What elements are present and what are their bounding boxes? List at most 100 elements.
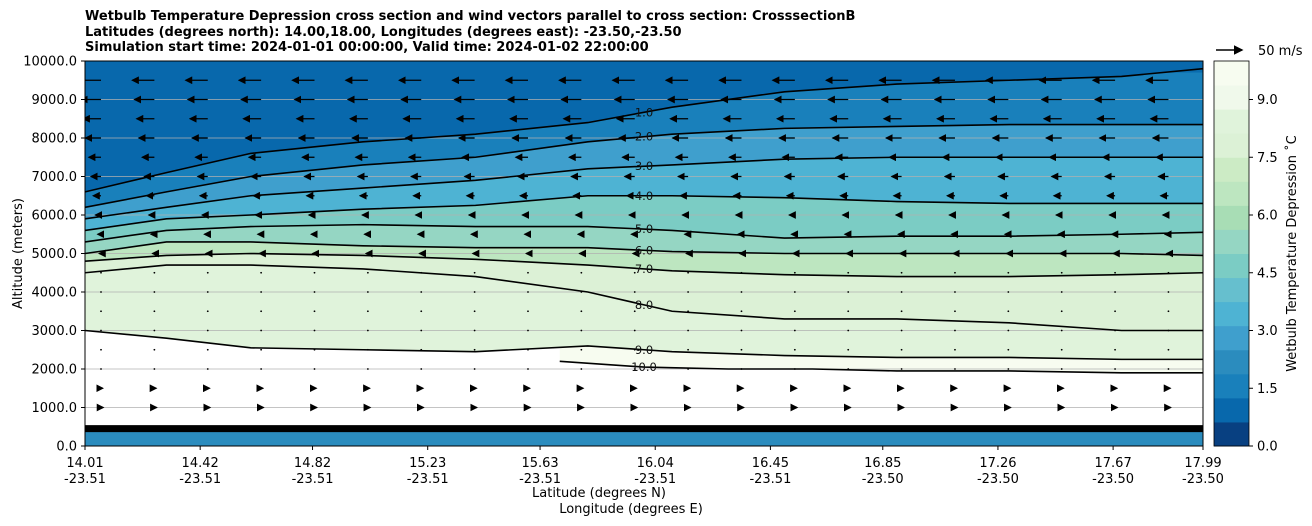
- contour-label: 7.0: [635, 262, 653, 276]
- wind-vector: [1060, 348, 1063, 351]
- title-line-1: Wetbulb Temperature Depression cross sec…: [85, 9, 856, 24]
- wind-vector: [793, 329, 796, 332]
- wind-vector: [847, 310, 850, 313]
- contour-label: 5.0: [635, 222, 653, 236]
- wind-vector: [1167, 291, 1170, 293]
- wind-vector: [687, 368, 690, 370]
- wind-vector: [206, 348, 209, 351]
- wind-vector: [206, 310, 209, 313]
- x-tick-label-lon: -23.51: [179, 472, 221, 487]
- wind-vector: [527, 310, 529, 313]
- x-axis-label-lat: Latitude (degrees N): [532, 486, 666, 501]
- colorbar-segment: [1214, 301, 1249, 327]
- wind-vector: [900, 310, 903, 313]
- wind-vector: [260, 348, 263, 351]
- wind-vector: [954, 271, 956, 274]
- y-tick-label: 3000.0: [32, 324, 78, 339]
- wind-vector: [420, 291, 423, 293]
- wind-vector: [100, 348, 102, 351]
- colorbar-segment: [1214, 205, 1249, 230]
- x-tick-label-lat: 14.01: [66, 456, 103, 471]
- wind-vector: [1007, 310, 1010, 313]
- wind-vector: [313, 291, 316, 293]
- wind-vector: [313, 310, 316, 313]
- wind-vector: [1114, 368, 1116, 370]
- x-tick-label-lon: -23.51: [407, 472, 449, 487]
- colorbar-segment: [1214, 397, 1249, 423]
- wind-vector: [366, 310, 369, 313]
- x-tick-label-lon: -23.50: [1092, 472, 1134, 487]
- wind-vector: [1060, 368, 1063, 370]
- x-tick-label-lon: -23.51: [292, 472, 334, 487]
- x-tick-label-lat: 17.26: [979, 456, 1016, 471]
- wind-vector: [1114, 329, 1116, 332]
- wind-vector: [580, 368, 583, 370]
- colorbar-tick-label: 3.0: [1257, 324, 1278, 339]
- contour-line-7: [85, 252, 1203, 278]
- contour-label: 2.0: [635, 130, 653, 144]
- wind-vector: [366, 329, 369, 332]
- x-tick-label-lat: 17.67: [1095, 456, 1132, 471]
- x-tick-label-lat: 16.45: [752, 456, 789, 471]
- wind-vector: [206, 271, 209, 274]
- x-tick-label-lon: -23.51: [519, 472, 561, 487]
- title-line-2: Latitudes (degrees north): 14.00,18.00, …: [85, 24, 682, 40]
- wind-vector: [1167, 348, 1170, 351]
- x-tick-label-lon: -23.50: [977, 472, 1019, 487]
- y-tick-label: 5000.0: [32, 247, 78, 262]
- wind-vector: [740, 271, 743, 274]
- wind-vector: [1060, 271, 1063, 274]
- colorbar-segment: [1214, 277, 1249, 303]
- x-tick-label-lat: 17.99: [1184, 456, 1221, 471]
- x-axis-label-lon: Longitude (degrees E): [559, 502, 703, 517]
- wind-vector: [260, 310, 263, 313]
- wind-vector: [153, 329, 156, 332]
- wind-vector: [527, 329, 529, 332]
- surface-layer: [85, 425, 1203, 446]
- contour-lines: [85, 67, 1203, 374]
- wind-vector: [900, 368, 903, 370]
- colorbar-segment: [1214, 325, 1249, 351]
- wind-vector: [366, 368, 369, 370]
- colorbar-label: Wetbulb Temperature Depression ˚C: [1284, 135, 1300, 372]
- wind-vector: [260, 271, 263, 274]
- x-tick-label-lon: -23.50: [1182, 472, 1224, 487]
- contour-line-5: [85, 223, 1203, 243]
- colorbar-segment: [1214, 181, 1249, 206]
- wind-vector: [900, 329, 903, 332]
- wind-vector: [153, 368, 156, 370]
- wind-vector: [633, 368, 636, 370]
- x-tick-label-lon: -23.50: [862, 472, 904, 487]
- wind-vector: [740, 368, 743, 370]
- x-tick-label-lon: -23.51: [634, 472, 676, 487]
- wind-vector: [633, 271, 636, 274]
- wind-vector: [420, 329, 423, 332]
- wind-vector: [740, 329, 743, 332]
- contour-line-9: [85, 329, 1203, 361]
- colorbar-frame: [1213, 60, 1250, 447]
- wind-vector: [473, 310, 476, 313]
- wind-vector: [793, 291, 796, 293]
- colorbar-segment: [1214, 109, 1249, 134]
- wind-vector: [1114, 271, 1116, 274]
- wind-vector: [1007, 271, 1010, 274]
- wind-vector: [153, 310, 156, 313]
- contour-label: 8.0: [635, 298, 653, 312]
- wind-vector: [153, 348, 156, 351]
- colorbar-segment: [1214, 61, 1249, 86]
- wind-vector: [580, 348, 583, 351]
- colorbar-segment: [1214, 229, 1249, 254]
- wind-vector: [740, 291, 743, 293]
- colorbar-tick-label: 7.5: [1257, 151, 1278, 166]
- y-tick-label: 4000.0: [32, 286, 78, 301]
- wind-vector: [1167, 329, 1170, 332]
- colorbar-tick-label: 0.0: [1257, 440, 1278, 455]
- wind-vector: [580, 329, 583, 332]
- wind-vector: [1060, 329, 1063, 332]
- wind-vectors: [85, 76, 1174, 412]
- chart-title: Wetbulb Temperature Depression cross sec…: [85, 9, 855, 56]
- wind-vector: [100, 271, 102, 274]
- y-tick-label: 1000.0: [32, 401, 78, 416]
- wind-vector: [740, 348, 743, 351]
- wind-vector: [527, 368, 529, 370]
